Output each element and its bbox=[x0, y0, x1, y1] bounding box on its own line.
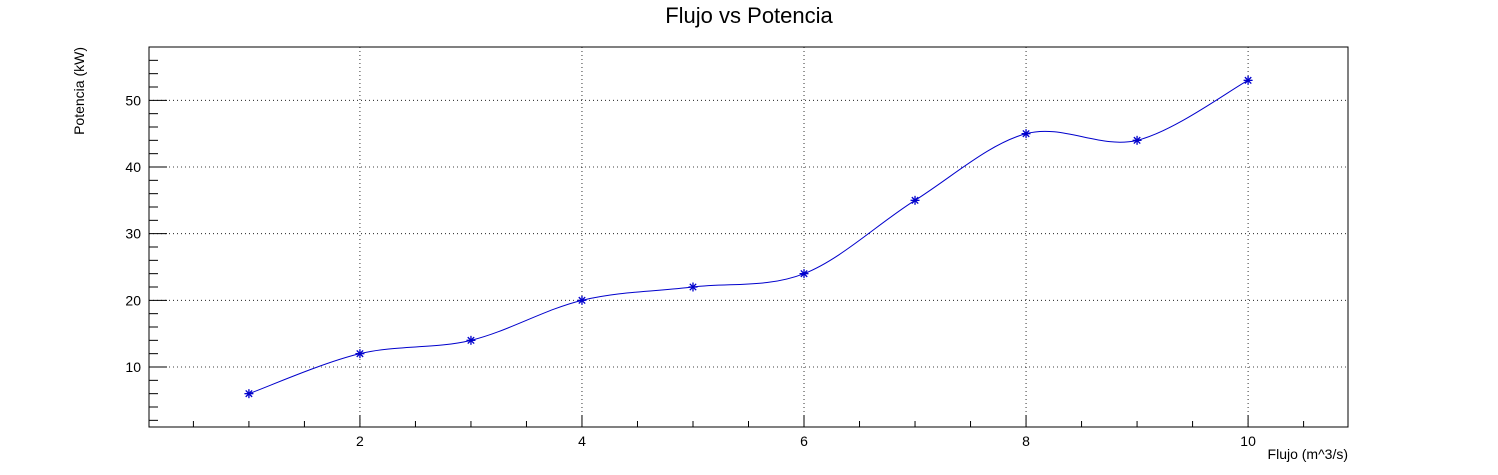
series-layer bbox=[244, 75, 1253, 399]
data-point bbox=[1243, 75, 1253, 85]
y-tick-label: 10 bbox=[125, 359, 141, 375]
x-tick-label: 6 bbox=[800, 433, 808, 449]
y-tick-label: 30 bbox=[125, 226, 141, 242]
data-point bbox=[466, 335, 476, 345]
data-point bbox=[577, 295, 587, 305]
series-line bbox=[248, 79, 1249, 395]
x-tick-label: 10 bbox=[1240, 433, 1256, 449]
plot-frame bbox=[148, 46, 1349, 428]
data-point bbox=[1132, 135, 1142, 145]
data-point bbox=[355, 349, 365, 359]
x-axis-label: Flujo (m^3/s) bbox=[1268, 446, 1348, 462]
chart-title: Flujo vs Potencia bbox=[665, 3, 833, 28]
x-tick-labels: 2 4 6 8 10 bbox=[356, 433, 1256, 449]
x-tick-label: 8 bbox=[1022, 433, 1030, 449]
y-tick-label: 20 bbox=[125, 292, 141, 308]
data-point bbox=[910, 195, 920, 205]
axis-ticks bbox=[149, 46, 1305, 427]
y-tick-labels: 10 20 30 40 50 bbox=[125, 92, 141, 375]
data-point bbox=[1021, 129, 1031, 139]
y-axis-label: Potencia (kW) bbox=[71, 47, 87, 135]
x-tick-label: 4 bbox=[578, 433, 586, 449]
grid-lines bbox=[149, 47, 1348, 427]
y-tick-label: 40 bbox=[125, 159, 141, 175]
y-tick-label: 50 bbox=[125, 92, 141, 108]
data-point bbox=[244, 389, 254, 399]
data-point bbox=[799, 269, 809, 279]
x-tick-label: 2 bbox=[356, 433, 364, 449]
data-point bbox=[688, 282, 698, 292]
